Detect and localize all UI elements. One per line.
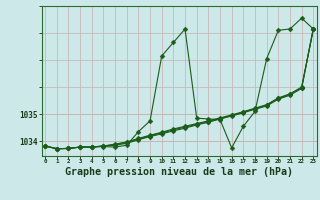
X-axis label: Graphe pression niveau de la mer (hPa): Graphe pression niveau de la mer (hPa) — [65, 167, 293, 177]
